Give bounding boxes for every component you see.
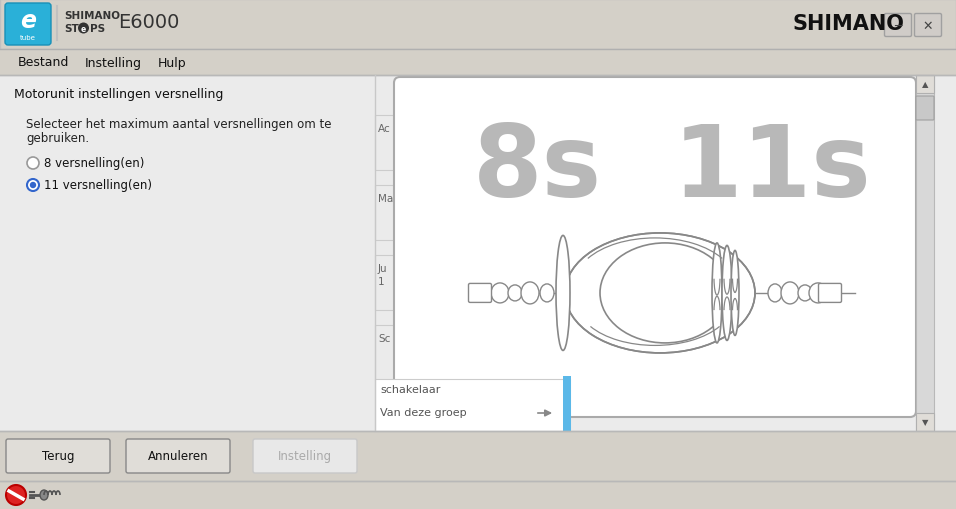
Text: Van deze groep: Van deze groep [380,407,467,417]
Text: ▲: ▲ [922,80,928,89]
FancyBboxPatch shape [916,97,934,121]
FancyBboxPatch shape [916,76,934,431]
Ellipse shape [768,285,782,302]
FancyBboxPatch shape [916,413,934,431]
Text: 11 versnelling(en): 11 versnelling(en) [44,179,152,192]
Text: PS: PS [90,24,105,34]
Text: schakelaar: schakelaar [380,384,441,394]
FancyBboxPatch shape [394,256,398,310]
Text: gebruiken.: gebruiken. [26,132,89,145]
FancyBboxPatch shape [468,284,491,303]
Ellipse shape [565,234,755,353]
FancyBboxPatch shape [375,256,397,310]
Ellipse shape [556,236,570,351]
Text: ST: ST [64,24,78,34]
Ellipse shape [600,243,730,343]
Text: Hulp: Hulp [158,56,186,69]
FancyBboxPatch shape [375,116,397,171]
Text: SHIMANO: SHIMANO [793,14,904,34]
Ellipse shape [491,284,509,303]
Text: Ac: Ac [378,124,391,134]
Text: 8s: 8s [473,121,602,217]
Text: ▼: ▼ [922,418,928,427]
Ellipse shape [798,286,812,301]
FancyBboxPatch shape [0,431,956,481]
Ellipse shape [731,251,739,336]
FancyBboxPatch shape [375,379,570,431]
FancyBboxPatch shape [884,14,911,38]
Text: Instelling: Instelling [85,56,142,69]
FancyBboxPatch shape [6,439,110,473]
Text: 11s: 11s [673,121,872,217]
Ellipse shape [40,490,48,500]
FancyBboxPatch shape [0,50,956,76]
FancyBboxPatch shape [375,186,397,241]
Text: ─: ─ [894,19,902,33]
Text: 8 versnelling(en): 8 versnelling(en) [44,157,144,170]
FancyBboxPatch shape [563,376,571,431]
Text: Selecteer het maximum aantal versnellingen om te: Selecteer het maximum aantal versnelling… [26,118,332,131]
FancyBboxPatch shape [126,439,230,473]
FancyBboxPatch shape [0,481,956,509]
FancyBboxPatch shape [394,325,398,380]
Circle shape [27,180,39,191]
Text: Ju: Ju [378,264,387,273]
Circle shape [78,23,89,35]
Ellipse shape [712,243,722,343]
Text: Annuleren: Annuleren [147,449,208,463]
Ellipse shape [722,246,732,341]
Text: Motorunit instellingen versnelling: Motorunit instellingen versnelling [14,88,224,101]
Text: SHIMANO: SHIMANO [64,11,120,21]
FancyBboxPatch shape [915,14,942,38]
Text: e: e [81,24,86,34]
Ellipse shape [809,284,827,303]
FancyBboxPatch shape [394,186,398,241]
Circle shape [27,158,39,169]
Text: Bestand: Bestand [18,56,70,69]
Ellipse shape [508,286,522,301]
FancyBboxPatch shape [0,76,956,431]
FancyBboxPatch shape [394,78,916,417]
Text: tube: tube [20,35,36,41]
FancyBboxPatch shape [394,116,398,171]
Text: Ma: Ma [378,193,393,204]
FancyBboxPatch shape [0,0,956,50]
FancyBboxPatch shape [5,4,51,46]
Text: 1: 1 [378,276,384,287]
Text: ✕: ✕ [923,19,933,33]
FancyBboxPatch shape [818,284,841,303]
Ellipse shape [521,282,539,304]
Ellipse shape [540,285,554,302]
FancyBboxPatch shape [253,439,357,473]
Circle shape [30,182,36,189]
Text: Sc: Sc [378,333,390,344]
FancyBboxPatch shape [375,325,397,380]
Circle shape [6,485,26,505]
Ellipse shape [781,282,799,304]
Text: Instelling: Instelling [278,449,332,463]
Text: Terug: Terug [42,449,75,463]
FancyBboxPatch shape [916,76,934,94]
Text: e: e [20,9,36,33]
Text: E6000: E6000 [118,13,180,33]
